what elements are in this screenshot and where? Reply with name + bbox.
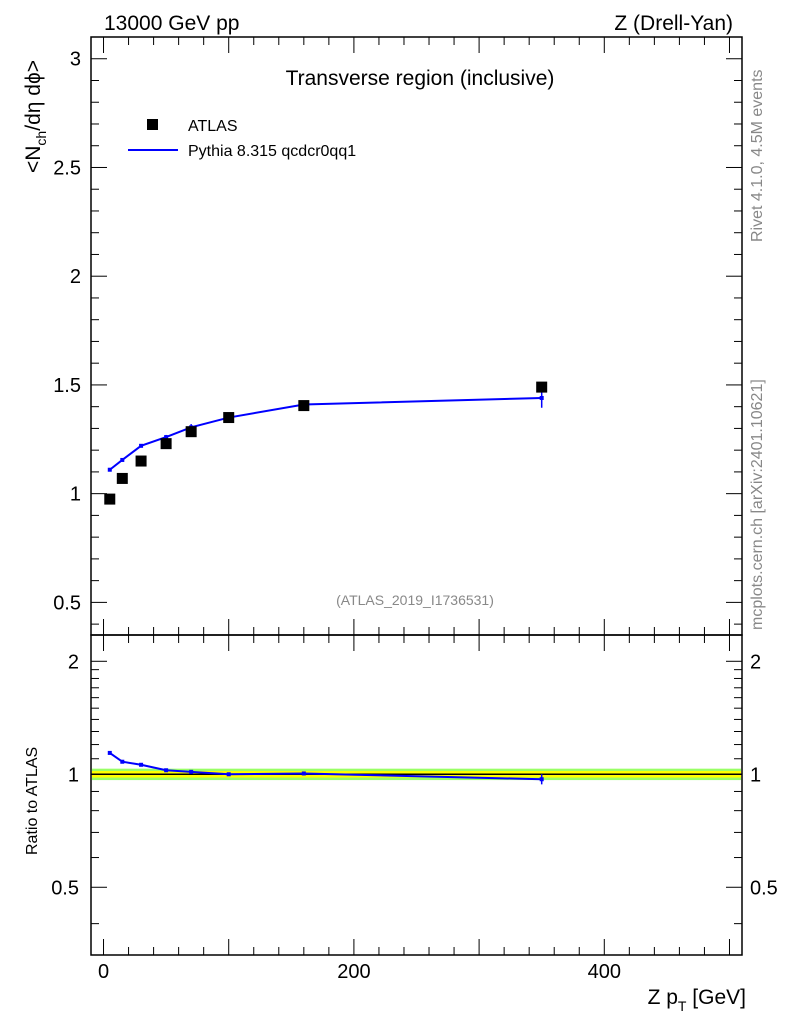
header-left: 13000 GeV pp (104, 12, 239, 35)
main-y-tick-label: 1.5 (53, 375, 81, 397)
ratio-mc-point (539, 777, 544, 782)
main-y-tick-label: 0.5 (53, 592, 81, 614)
ratio-y-tick-label-right: 2 (750, 651, 761, 673)
ratio-mc-series (107, 750, 544, 785)
ratio-mc-point (226, 772, 231, 777)
main-mc-line (109, 396, 542, 471)
main-data-point (536, 381, 548, 393)
ratio-plot-frame (90, 634, 743, 956)
ratio-ticks (91, 635, 742, 955)
main-y-axis-label: <Nch/dη dϕ> (22, 60, 49, 173)
svg-text:<Nch/dη dϕ>: <Nch/dη dϕ> (22, 60, 49, 173)
ratio-y-tick-label-right: 0.5 (750, 877, 778, 899)
main-mc-point (120, 457, 125, 462)
ratio-uncertainty-band (91, 768, 742, 781)
main-title: Transverse region (inclusive) (286, 67, 555, 90)
ratio-mc-point (120, 759, 125, 764)
ratio-y-tick-label-right: 1 (750, 764, 761, 786)
legend: ATLAS Pythia 8.315 qcdcr0qq1 (128, 118, 356, 160)
x-tick-label: 400 (588, 961, 621, 983)
main-y-tick-label: 2.5 (53, 157, 81, 179)
x-axis-label: Z pT [GeV] (648, 986, 746, 1014)
main-data-point (298, 400, 310, 412)
mcplots-label: mcplots.cern.ch [arXiv:2401.10621] (749, 379, 766, 630)
analysis-watermark: (ATLAS_2019_I1736531) (336, 592, 494, 608)
ratio-mc-point (164, 768, 169, 773)
ratio-mc-line (109, 752, 542, 781)
ratio-y-tick-label-left: 1 (68, 764, 79, 786)
x-tick-labels: 0 200 400 (98, 961, 621, 983)
x-tick-label: 200 (337, 961, 370, 983)
legend-atlas-marker (147, 119, 158, 130)
main-data-point (135, 455, 147, 467)
ratio-panel: Ratio to ATLAS 0.5 0.5 1 1 2 2 0 200 400 Z pT [… (24, 634, 778, 1014)
svg-text:Z pT [GeV]: Z pT [GeV] (648, 986, 746, 1014)
main-mc-point (139, 443, 144, 448)
main-mc-point (107, 467, 112, 472)
rivet-version-label: Rivet 4.1.0, 4.5M events (749, 69, 766, 242)
main-data-point (223, 412, 235, 424)
ratio-y-tick-label-left: 2 (68, 651, 79, 673)
main-y-tick-label: 2 (70, 266, 81, 288)
main-data-point (185, 426, 197, 438)
legend-pythia-label: Pythia 8.315 qcdcr0qq1 (188, 143, 356, 160)
main-data-point (116, 472, 128, 484)
ratio-y-axis-label: Ratio to ATLAS (24, 747, 41, 855)
main-mc-point (539, 395, 544, 400)
main-y-tick-label: 3 (70, 49, 81, 71)
main-y-tick-label: 1 (70, 484, 81, 506)
main-data-point (104, 493, 116, 505)
ratio-mc-point (139, 762, 144, 767)
main-ticks (91, 36, 742, 635)
ratio-mc-point (301, 771, 306, 776)
main-data-point (160, 438, 172, 450)
x-tick-label: 0 (98, 961, 109, 983)
ratio-y-tick-labels: 0.5 0.5 1 1 2 2 (51, 651, 778, 899)
main-mc-series (107, 388, 544, 472)
main-data-series (104, 381, 548, 505)
legend-atlas-label: ATLAS (188, 118, 238, 135)
main-panel: Transverse region (inclusive) (ATLAS_201… (22, 36, 743, 636)
main-y-tick-labels: 0.5 1 1.5 2 2.5 3 (53, 49, 81, 615)
ratio-mc-point (107, 750, 112, 755)
ratio-mc-point (189, 769, 194, 774)
main-mc-point (164, 435, 169, 440)
header-right: Z (Drell-Yan) (614, 12, 733, 35)
ratio-y-tick-label-left: 0.5 (51, 877, 79, 899)
